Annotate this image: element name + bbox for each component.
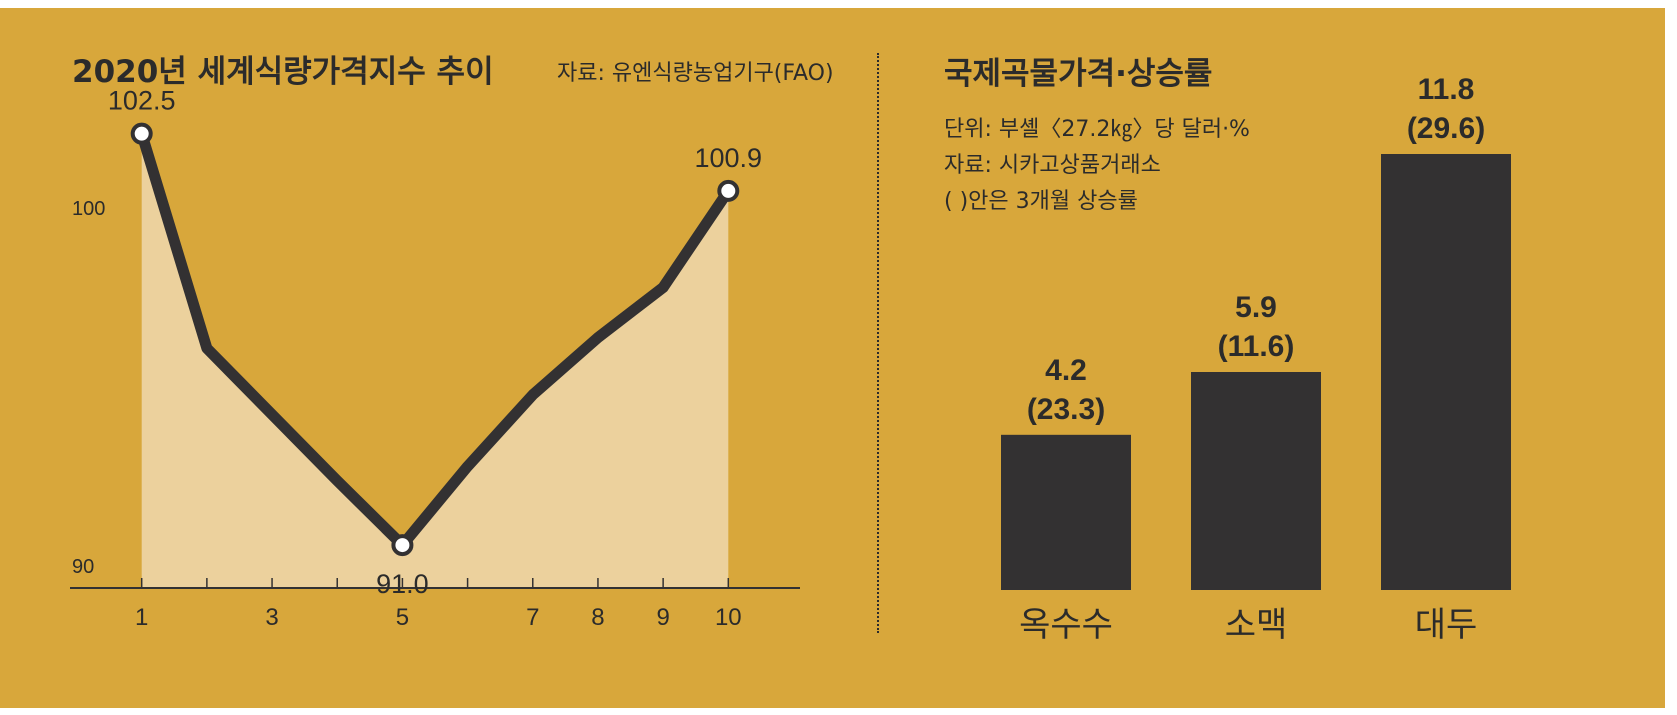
bar-change-label: (29.6) [1407,112,1485,145]
data-point-label: 91.0 [376,569,429,599]
bar-value-label: 5.9 [1235,291,1277,324]
y-tick-label: 90 [72,556,94,578]
y-tick-label: 100 [72,198,105,220]
bar-category-label: 옥수수 [1019,606,1113,644]
line-chart-title: 2020년 세계식량가격지수 추이 [72,54,494,90]
bar-2 [1381,154,1511,590]
data-point-label: 100.9 [695,143,763,173]
bar-chart-paren-note: ( )안은 3개월 상승률 [944,189,1138,214]
panel-divider [877,53,879,633]
data-point-marker [717,179,740,202]
bar-chart-title: 국제곡물가격·상승률 [944,56,1213,92]
bar-change-label: (23.3) [1027,393,1105,426]
bar-category-label: 소맥 [1225,606,1288,644]
x-tick-label: 1 [135,604,148,631]
x-tick-label: 7 [526,604,539,631]
series-line [136,128,734,551]
bar-category-label: 대두 [1415,606,1478,644]
data-point-marker [130,122,153,145]
bar-0 [1001,434,1131,590]
data-point-marker [391,534,414,557]
line-area-fill [141,133,729,588]
bar-value-label: 4.2 [1045,354,1087,387]
x-tick-label: 8 [591,604,604,631]
x-tick-label: 5 [396,604,409,631]
x-tick-label: 3 [265,604,278,631]
bar-value-label: 11.8 [1418,73,1475,106]
data-point-label: 102.5 [108,86,176,116]
chart-panel: 2020년 세계식량가격지수 추이 자료: 유엔식량농업기구(FAO) 90 10… [0,8,1665,708]
bar-chart-source-note: 자료: 시카고상품거래소 [944,153,1161,178]
bar-change-label: (11.6) [1218,330,1295,363]
x-tick-label: 9 [656,604,669,631]
bar-chart: 4.2 (23.3) 옥수수 5.9 (11.6) 소맥 11.8 (29.6) 대두 [1001,73,1511,644]
line-chart-source: 자료: 유엔식량농업기구(FAO) [557,61,834,86]
bar-chart-unit-note: 단위: 부셸〈27.2㎏〉당 달러·% [944,117,1250,142]
line-chart: 90 100 1 3 5 7 8 9 10 102.5 91.0 100.9 [70,86,800,631]
x-tick-label: 10 [715,604,742,631]
bar-1 [1191,372,1321,590]
